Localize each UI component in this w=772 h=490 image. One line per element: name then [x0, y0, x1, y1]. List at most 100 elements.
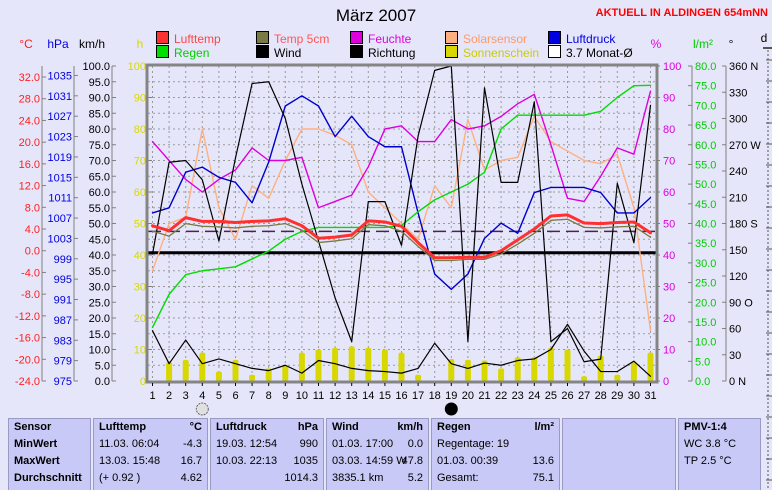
- axis-tick-label: 80: [663, 124, 675, 136]
- cell-value: 16.7: [180, 455, 202, 467]
- day-label: 8: [266, 390, 272, 402]
- axis-tick-label: 55.0: [89, 203, 110, 215]
- axis-tick-label: 60: [134, 187, 146, 199]
- sunshine-bar: [531, 357, 538, 381]
- sunshine-bar: [215, 371, 222, 381]
- axis-tick-label: 65.0: [695, 120, 716, 132]
- sunshine-bar: [315, 349, 322, 381]
- day-label: 2: [166, 390, 172, 402]
- legend-entry-wind: Wind: [256, 45, 301, 60]
- axis-tick-label: -12.0: [15, 311, 40, 323]
- axis-tick-label: 1011: [48, 193, 72, 205]
- axis-tick-label: 0 N: [729, 376, 746, 388]
- series-solarsensor: [151, 115, 652, 332]
- sunshine-bar: [166, 362, 173, 381]
- day-label: 10: [296, 390, 308, 402]
- day-label: 1: [149, 390, 155, 402]
- table-column-pmv-1-4: PMV-1:4 WC 3.8 °C TP 2.5 °C: [678, 418, 761, 490]
- full-moon-icon: [195, 402, 209, 416]
- axis-tick-label: 30: [134, 282, 146, 294]
- cell-label: TP 2.5 °C: [684, 455, 732, 467]
- cell-value: 1035: [293, 455, 318, 467]
- axis-tick-label: 32.0: [19, 72, 40, 84]
- axis-tick-label: 330: [729, 87, 747, 99]
- axis-tick-label: 10: [134, 345, 146, 357]
- legend-entry-solarsensor: Solarsensor: [445, 31, 528, 46]
- legend-entry-temp-5cm: Temp 5cm: [256, 31, 330, 46]
- sunshine-bar: [630, 362, 637, 381]
- axis-tick-label: 40.0: [89, 250, 110, 262]
- axis-tick-label: 75.0: [89, 140, 110, 152]
- legend-label: Temp 5cm: [274, 32, 330, 46]
- axis-title-l/m²: l/m²: [693, 37, 713, 51]
- cell-label: 19.03. 12:54: [216, 438, 278, 450]
- legend-label: Regen: [174, 46, 210, 60]
- sunshine-bar: [481, 360, 488, 381]
- axis-title-km/h: km/h: [79, 37, 105, 51]
- cell-value: 5.2: [407, 472, 423, 484]
- cell-value: 990: [299, 438, 318, 450]
- sunshine-bar: [182, 359, 189, 381]
- axis-title-h: h: [137, 37, 144, 51]
- sunshine-bar: [464, 359, 471, 381]
- axis-tick-label: 1015: [48, 172, 72, 184]
- axis-tick-label: 40: [663, 250, 675, 262]
- axis-tick-label: 1007: [48, 213, 72, 225]
- axis-tick-label: 0.0: [95, 376, 110, 388]
- cell-label: (+ 0.92 ): [99, 472, 141, 484]
- cell-label: 03.03. 14:59 W: [332, 455, 407, 467]
- axis-tick-label: 1031: [48, 91, 72, 103]
- cell-value: 4.62: [180, 472, 202, 484]
- cell-label: Durchschnitt: [14, 472, 82, 484]
- day-label: 7: [249, 390, 255, 402]
- cell-label: Gesamt:: [437, 472, 479, 484]
- axis-tick-label: 1023: [48, 132, 72, 144]
- sunshine-bar: [232, 359, 239, 381]
- axis-tick-label: 50.0: [695, 179, 716, 191]
- axis-tick-label: 80.0: [695, 61, 716, 73]
- legend-label: Solarsensor: [463, 32, 528, 46]
- cell-label: 10.03. 22:13: [216, 455, 278, 467]
- legend-label: Luftdruck: [566, 32, 616, 46]
- axis-tick-label: 10: [663, 345, 675, 357]
- col-header: Lufttemp: [99, 421, 147, 433]
- series-lufttemp: [151, 213, 652, 260]
- sunshine-bar: [348, 346, 355, 381]
- axis-tick-label: 987: [54, 315, 72, 327]
- axis-tick-label: 90 O: [729, 297, 753, 309]
- cell-label: 01.03. 17:00: [332, 438, 394, 450]
- axis-tick-label: 20.0: [19, 137, 40, 149]
- sunshine-bar: [448, 358, 455, 381]
- col-unit: l/m²: [534, 421, 554, 433]
- cell-label: 3835.1 km: [332, 472, 384, 484]
- day-label: 4: [199, 390, 205, 402]
- table-column-wind: Wind km/h 01.03. 17:00 0.0 03.03. 14:59 W 47.…: [326, 418, 429, 490]
- cell-value: 0.0: [407, 438, 423, 450]
- month-title: März 2007: [335, 6, 417, 25]
- axis-tick-label: 85.0: [89, 108, 110, 120]
- sunshine-bar: [332, 347, 339, 381]
- sunshine-bar: [647, 352, 654, 381]
- series-temp-5cm: [151, 218, 652, 262]
- axis-tick-label: 15.0: [89, 329, 110, 341]
- axis-tick-label: 995: [54, 274, 72, 286]
- axis-tick-label: 5.0: [695, 356, 710, 368]
- day-label: 29: [611, 390, 623, 402]
- axis-tick-label: 300: [729, 114, 747, 126]
- axis-title-hPa: hPa: [47, 37, 69, 51]
- day-label: 11: [313, 390, 324, 402]
- legend-entry-richtung: Richtung: [350, 45, 415, 60]
- day-label: 18: [429, 390, 441, 402]
- cell-value: 1014.3: [284, 472, 318, 484]
- axis-tick-label: 45.0: [695, 199, 716, 211]
- axis-title-d: d: [761, 31, 768, 45]
- legend-entry-regen: Regen: [156, 45, 210, 60]
- axis-tick-label: 983: [54, 335, 72, 347]
- legend-entry-sonnenschein: Sonnenschein: [445, 45, 539, 60]
- axis-tick-label: 40.0: [695, 219, 716, 231]
- axis-tick-label: -8.0: [21, 289, 40, 301]
- axis-tick-label: 60.0: [695, 140, 716, 152]
- axis-tick-label: 70.0: [695, 100, 716, 112]
- day-label: 9: [282, 390, 288, 402]
- sunshine-bar: [298, 352, 305, 381]
